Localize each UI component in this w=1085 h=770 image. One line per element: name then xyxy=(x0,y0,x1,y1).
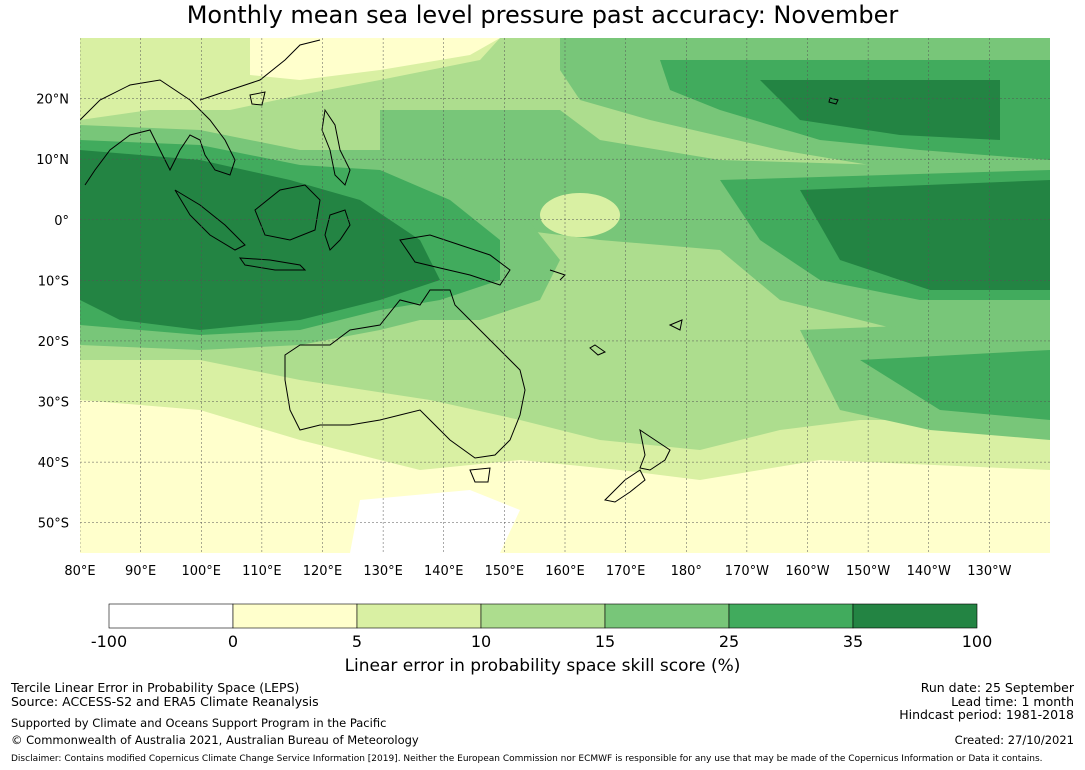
footer-disclaimer: Disclaimer: Contains modified Copernicus… xyxy=(11,754,1043,764)
footer-hindcast-period: Hindcast period: 1981-2018 xyxy=(899,707,1074,722)
asia-mainland-coast xyxy=(80,79,236,186)
footer-run-date: Run date: 25 September xyxy=(920,680,1074,695)
colorbar-tick-label: 0 xyxy=(228,632,238,651)
footer-method: Tercile Linear Error in Probability Spac… xyxy=(11,680,300,695)
sumatra-coast xyxy=(174,189,246,251)
lat-tick-label: 0° xyxy=(54,214,69,229)
hawaii-coast xyxy=(828,97,839,105)
colorbar-tick-label: 100 xyxy=(962,632,993,651)
new-caledonia-coast xyxy=(589,344,607,356)
field-band-0-5-nw xyxy=(250,38,500,80)
lon-tick-label: 160°E xyxy=(545,564,585,579)
graticule xyxy=(80,38,1050,553)
lat-tick-label: 50°S xyxy=(38,517,69,532)
field-band-35-100-east xyxy=(800,180,1050,290)
new-zealand-north-island xyxy=(639,428,671,471)
colorbar-segment xyxy=(604,603,730,629)
lon-tick-label: 180° xyxy=(671,564,702,579)
footer-copyright: © Commonwealth of Australia 2021, Austra… xyxy=(11,733,419,747)
page-title: Monthly mean sea level pressure past acc… xyxy=(186,1,899,29)
lon-tick-label: 80°E xyxy=(64,564,95,579)
lon-tick-label: 170°E xyxy=(606,564,646,579)
colorbar-tick-label: 5 xyxy=(352,632,362,651)
footer-created: Created: 27/10/2021 xyxy=(954,733,1074,747)
colorbar-segment xyxy=(356,603,482,629)
fiji-coast xyxy=(668,319,683,331)
colorbar-ticks: -100 0 5 10 15 25 35 100 xyxy=(91,632,992,651)
lon-tick-label: 110°E xyxy=(242,564,282,579)
colorbar-tick-label: -100 xyxy=(91,632,127,651)
lat-tick-label: 20°N xyxy=(36,93,69,108)
lat-tick-label: 10°S xyxy=(38,274,69,289)
new-zealand-south-island xyxy=(603,469,646,503)
colorbar-tick-label: 35 xyxy=(843,632,863,651)
china-coast xyxy=(199,39,321,101)
lon-tick-label: 150°W xyxy=(846,564,890,579)
colorbar-tick-label: 15 xyxy=(595,632,615,651)
lon-tick-label: 100°E xyxy=(181,564,221,579)
lon-tick-label: 160°W xyxy=(785,564,829,579)
field-band-35-100-ne xyxy=(760,80,1000,140)
footer-source: Source: ACCESS-S2 and ERA5 Climate Reana… xyxy=(11,694,319,709)
footer-support: Supported by Climate and Oceans Support … xyxy=(11,716,387,730)
lon-tick-label: 120°E xyxy=(303,564,343,579)
colorbar-segment xyxy=(480,603,606,629)
lat-tick-label: 20°S xyxy=(38,335,69,350)
lon-tick-label: 150°E xyxy=(485,564,525,579)
lon-tick-label: 90°E xyxy=(125,564,156,579)
australia-coast xyxy=(284,289,526,459)
lon-tick-label: 140°E xyxy=(424,564,464,579)
tasmania-coast xyxy=(469,467,491,483)
java-coast xyxy=(238,257,307,271)
philippines-coast xyxy=(321,108,351,186)
colorbar-segment xyxy=(852,603,978,629)
lon-tick-label: 140°W xyxy=(907,564,951,579)
colorbar xyxy=(108,603,978,629)
colorbar-tick-label: 10 xyxy=(471,632,491,651)
colorbar-tick-label: 25 xyxy=(719,632,739,651)
lat-tick-label: 30°S xyxy=(38,396,69,411)
field-band-35-100-west xyxy=(80,150,440,330)
lon-tick-label: 130°W xyxy=(967,564,1011,579)
skill-field xyxy=(80,38,1050,553)
lon-labels: 80°E 90°E 100°E 110°E 120°E 130°E 140°E 150°E 16… xyxy=(64,564,1011,579)
borneo-coast xyxy=(254,184,321,241)
coastlines xyxy=(80,39,839,503)
lat-tick-label: 10°N xyxy=(36,153,69,168)
lat-tick-label: 40°S xyxy=(38,456,69,471)
colorbar-segment xyxy=(232,603,358,629)
hainan-coast xyxy=(249,91,266,106)
field-band-negative-south xyxy=(350,490,520,553)
lon-tick-label: 130°E xyxy=(363,564,403,579)
field-band-25-35-se xyxy=(860,350,1050,420)
footer-lead-time: Lead time: 1 month xyxy=(951,694,1074,709)
colorbar-segment xyxy=(728,603,854,629)
colorbar-label: Linear error in probability space skill … xyxy=(344,656,741,676)
field-band-5-10-equator xyxy=(540,193,620,237)
new-guinea-coast xyxy=(399,234,511,286)
colorbar-segment xyxy=(108,603,234,629)
lat-labels: 20°N 10°N 0° 10°S 20°S 30°S 40°S 50°S xyxy=(36,93,69,532)
lon-tick-label: 170°W xyxy=(725,564,769,579)
sulawesi-coast xyxy=(324,209,351,251)
